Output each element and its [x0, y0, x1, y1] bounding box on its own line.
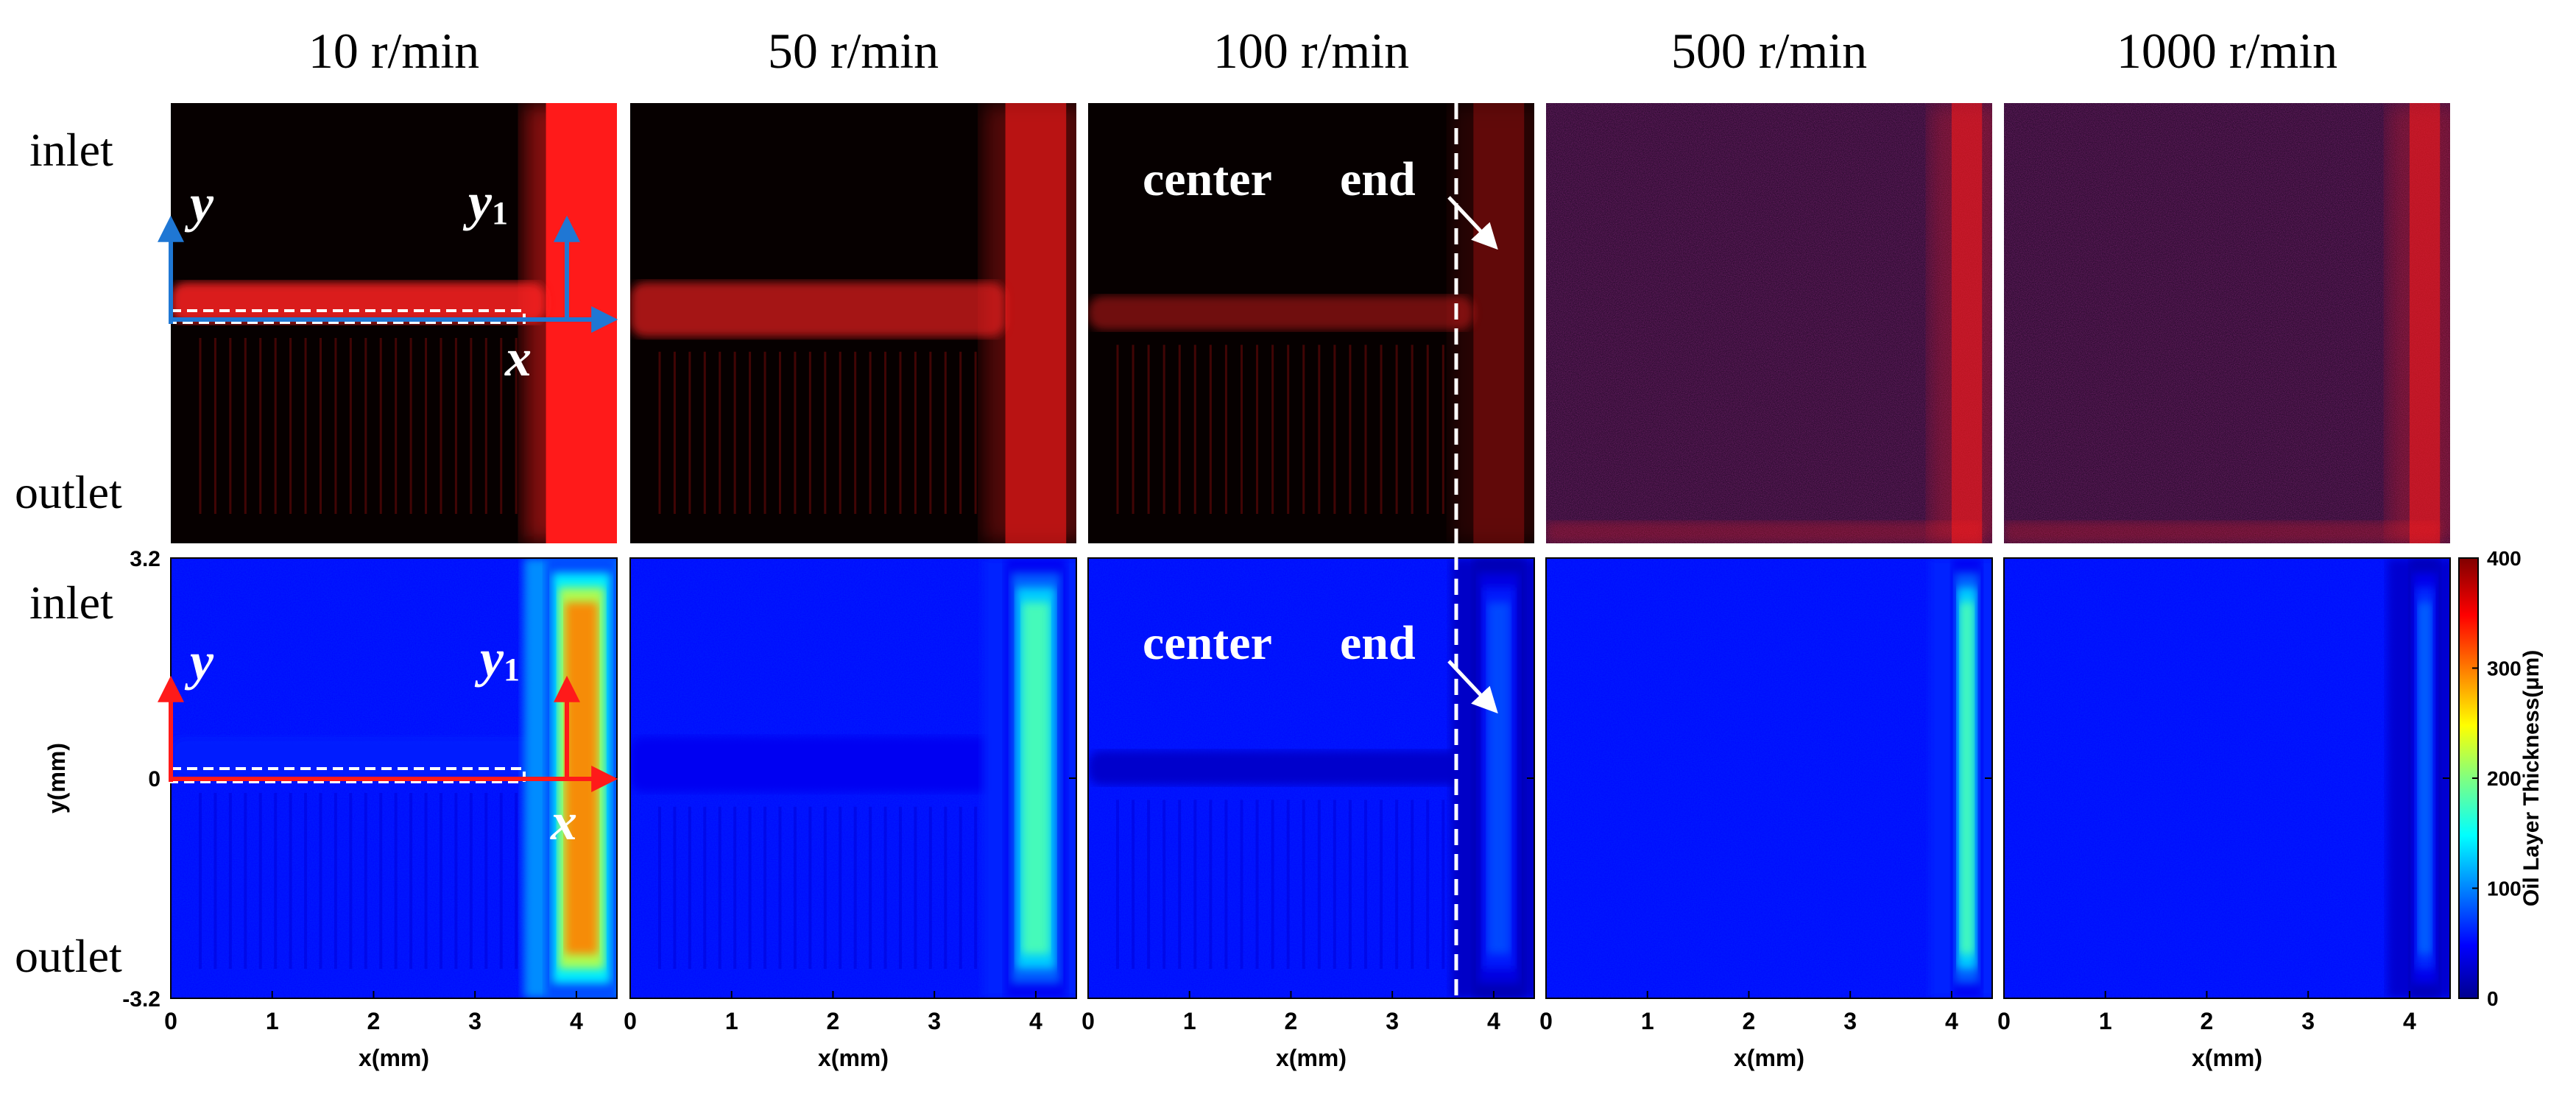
dashed-box-bottom [169, 767, 526, 783]
row-label-outlet-top: outlet [15, 466, 122, 518]
fluorescence-panel [1088, 103, 1534, 543]
x-tick-label: 0 [1081, 1008, 1095, 1034]
dashed-box-top [169, 309, 526, 324]
x-tick-label: 2 [2201, 1008, 2214, 1034]
y-tick-label: -3.2 [122, 987, 160, 1012]
end-band [1473, 103, 1525, 543]
x-tick-label: 4 [1945, 1008, 1958, 1034]
colorbar-tick-label: 0 [2487, 987, 2499, 1010]
end-label-bottom: end [1340, 616, 1416, 670]
thickness-end-layer [1960, 602, 1975, 954]
row-label-outlet-bottom: outlet [15, 930, 122, 982]
thickness-stripe [171, 736, 546, 778]
x-tick-label: 1 [725, 1008, 738, 1034]
colorbar-tick-label: 400 [2487, 547, 2522, 570]
colorbar: 0 100 200 300 400 Oil Layer Thickness(μm) [2458, 547, 2544, 1010]
x-tick-label: 4 [1487, 1008, 1500, 1034]
central-stripe [1088, 295, 1474, 331]
bottom-edge-glow [1546, 521, 1983, 543]
panel3-annotations: center end center end [1143, 103, 1498, 998]
thickness-panel [630, 558, 1076, 998]
x-label-top: x [504, 328, 532, 387]
x-tick-label: 2 [1285, 1008, 1298, 1034]
panel-title: 1000 r/min [2117, 23, 2337, 79]
thickness-end-layer [1486, 602, 1511, 954]
x-tick-label: 3 [1386, 1008, 1399, 1034]
x-tick-label: 0 [1997, 1008, 2011, 1034]
end-arrow-top [1447, 196, 1498, 250]
y-axis-title: y(mm) [43, 743, 70, 814]
end-label-top: end [1340, 152, 1416, 206]
center-label-bottom: center [1143, 616, 1272, 670]
thickness-panel [1088, 558, 1534, 998]
x-tick-label: 0 [1539, 1008, 1553, 1034]
colorbar-tick-label: 100 [2487, 878, 2522, 900]
x-tick-label: 2 [827, 1008, 840, 1034]
panel-titles: 10 r/min 50 r/min 100 r/min 500 r/min 1000 r… [308, 23, 2337, 79]
x-axis-title: x(mm) [359, 1045, 429, 1071]
x-axis-title: x(mm) [1734, 1045, 1804, 1071]
thickness-stripe [630, 736, 1006, 792]
row-label-inlet-top: inlet [29, 124, 113, 176]
thickness-end-layer [1021, 602, 1050, 954]
x-tick-label: 3 [1843, 1008, 1857, 1034]
panel-title: 10 r/min [308, 23, 479, 79]
axis-titles: y(mm) [43, 743, 70, 814]
central-stripe [171, 281, 546, 323]
fluorescence-panel [630, 103, 1076, 543]
fluorescence-panel [2004, 103, 2450, 543]
thickness-panel [2004, 558, 2450, 998]
x-tick-label: 4 [1029, 1008, 1042, 1034]
y-tick-label: 3.2 [130, 547, 160, 571]
x-axis-title: x(mm) [818, 1045, 889, 1071]
row-label-inlet-bottom: inlet [29, 576, 113, 629]
axes: 0 1 2 3 4 x(mm) 0 1 2 3 4 x(mm) 0 1 2 3 4 x(mm) 0 1 2 3 4 x(mm)… [122, 547, 2451, 1071]
colorbar-tick-label: 200 [2487, 767, 2522, 790]
bottom-edge-glow [2004, 521, 2441, 543]
x-tick-label: 4 [570, 1008, 583, 1034]
center-label-top: center [1143, 152, 1272, 206]
x-tick-label: 3 [928, 1008, 941, 1034]
colorbar-ticks: 0 100 200 300 400 [2472, 547, 2522, 1010]
central-stripe [630, 281, 1006, 337]
thickness-panel [1546, 558, 1992, 998]
x-tick-label: 1 [266, 1008, 279, 1034]
panel-title: 50 r/min [768, 23, 939, 79]
x-tick-label: 1 [2099, 1008, 2112, 1034]
x-tick-label: 0 [164, 1008, 177, 1034]
y-tick-label: 0 [148, 767, 160, 791]
x-tick-label: 1 [1641, 1008, 1654, 1034]
end-band [1951, 103, 1983, 543]
end-band [1005, 103, 1067, 543]
x-axis-title: x(mm) [2192, 1045, 2262, 1071]
thickness-stripe [1088, 750, 1474, 786]
colorbar-label: Oil Layer Thickness(μm) [2519, 650, 2544, 906]
x-tick-label: 4 [2403, 1008, 2416, 1034]
panel-title: 500 r/min [1671, 23, 1867, 79]
x-tick-label: 3 [2301, 1008, 2315, 1034]
colorbar-tick-label: 300 [2487, 657, 2522, 680]
x-tick-label: 2 [1743, 1008, 1756, 1034]
end-band [546, 103, 617, 543]
end-arrow-bottom [1447, 660, 1498, 714]
thickness-end-layer [2418, 602, 2432, 954]
panel1-bottom-annotations: y y1 x [158, 629, 618, 851]
row-labels: inlet outlet inlet outlet [15, 124, 122, 982]
x-tick-label: 3 [468, 1008, 481, 1034]
fluorescence-panel [1546, 103, 1992, 543]
panel-title: 100 r/min [1213, 23, 1409, 79]
x-tick-label: 2 [367, 1008, 381, 1034]
x-tick-label: 1 [1183, 1008, 1196, 1034]
x-label-bottom: x [550, 792, 577, 851]
x-tick-label: 0 [624, 1008, 637, 1034]
x-axis-title: x(mm) [1276, 1045, 1347, 1071]
end-band [2409, 103, 2441, 543]
fluorescence-panels [171, 103, 2450, 543]
